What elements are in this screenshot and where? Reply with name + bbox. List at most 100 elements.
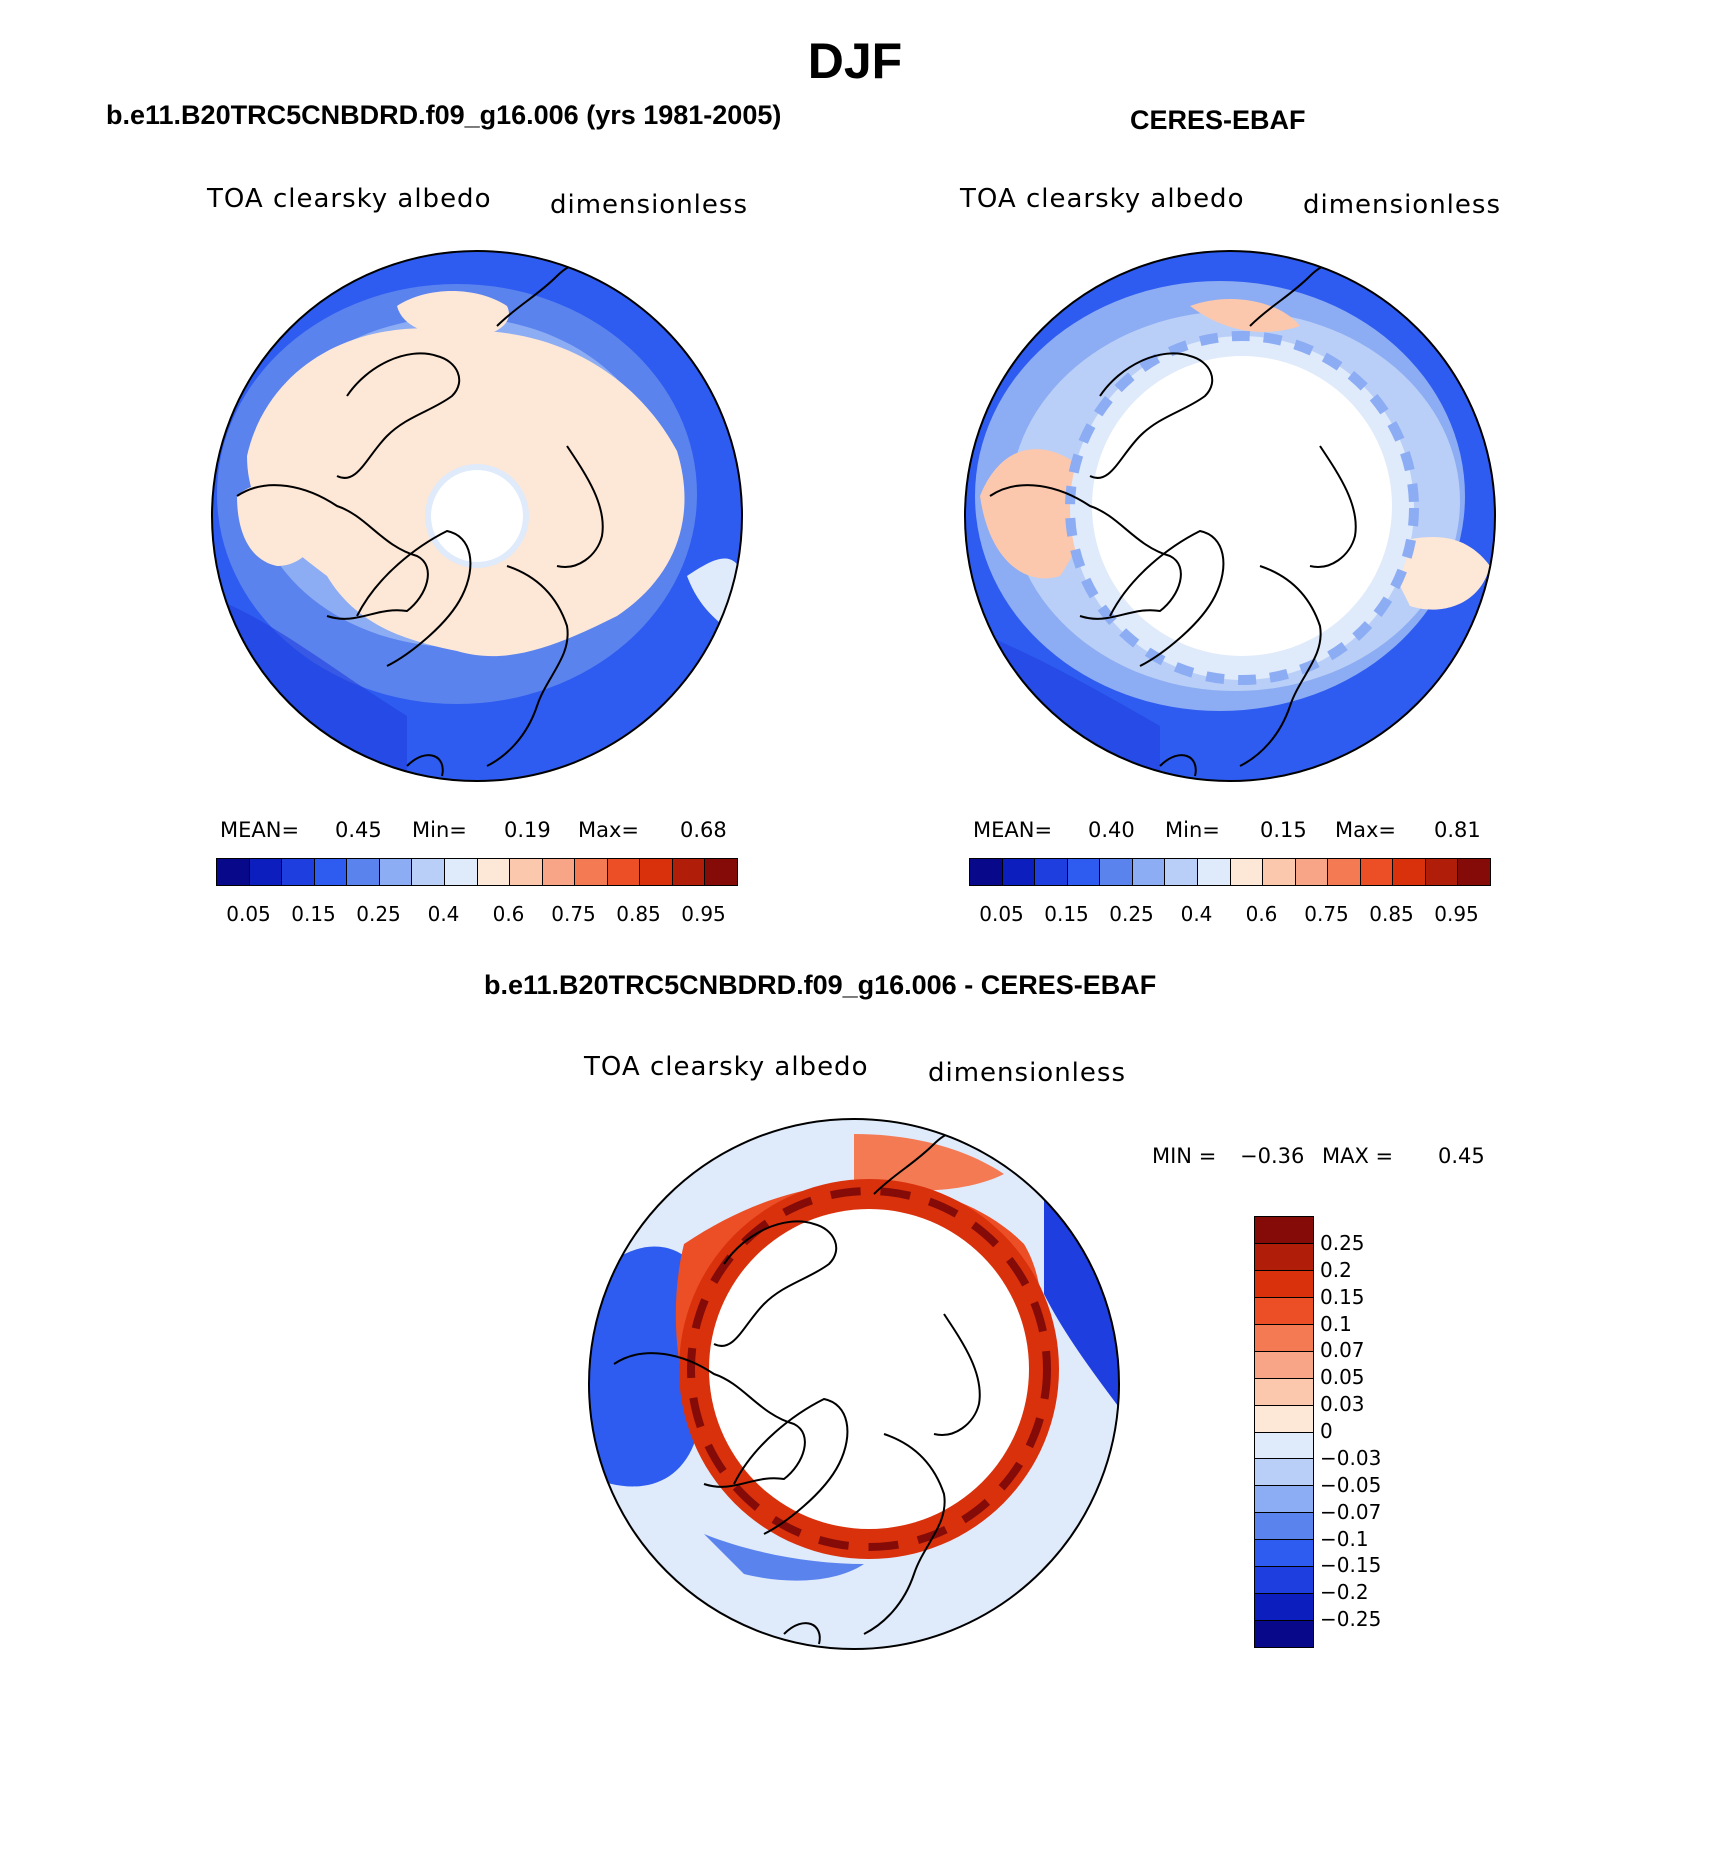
figure-title: DJF (807, 33, 903, 89)
model-variable-label: TOA clearsky albedo (207, 184, 492, 214)
diff-colorbar-tick-label: 0.03 (1320, 1392, 1365, 1417)
diff-colorbar-swatch (1255, 1594, 1313, 1622)
model-min-label: Min= (412, 818, 467, 842)
diff-variable-label: TOA clearsky albedo (584, 1052, 869, 1082)
diff-field-pacific-negative (589, 1246, 706, 1487)
model-colorbar-swatch (282, 859, 315, 885)
diff-panel-header: b.e11.B20TRC5CNBDRD.f09_g16.006 - CERES-… (484, 970, 1157, 1000)
obs-colorbar-swatch (1165, 859, 1198, 885)
model-mean-value: 0.45 (335, 818, 382, 842)
model-colorbar-tick-label: 0.4 (427, 902, 460, 926)
diff-colorbar-swatch (1255, 1459, 1313, 1487)
model-colorbar-tick-label: 0.75 (551, 902, 596, 926)
diff-colorbar-tick-label: −0.1 (1320, 1526, 1369, 1551)
diff-colorbar-swatch (1255, 1486, 1313, 1514)
obs-mean-value: 0.40 (1088, 818, 1135, 842)
diff-field-north-america-positive (854, 1134, 1004, 1191)
diff-colorbar-swatch (1255, 1243, 1313, 1271)
obs-colorbar-tick-label: 0.05 (979, 902, 1024, 926)
model-colorbar-tick-label: 0.05 (226, 902, 271, 926)
obs-colorbar-swatch (1035, 859, 1068, 885)
obs-colorbar-swatch (1100, 859, 1133, 885)
diff-polar-map (588, 1118, 1120, 1650)
diff-colorbar-tick-label: −0.15 (1320, 1553, 1382, 1578)
obs-colorbar-swatch (1393, 859, 1426, 885)
diff-colorbar-swatch (1255, 1405, 1313, 1433)
model-colorbar-tick-label: 0.6 (492, 902, 525, 926)
diff-colorbar-swatch (1255, 1567, 1313, 1595)
diff-colorbar-swatch (1255, 1432, 1313, 1460)
obs-colorbar-swatch (1067, 859, 1101, 885)
model-field-missing-pole (431, 470, 523, 562)
model-colorbar-swatch (705, 859, 737, 885)
model-colorbar (216, 858, 738, 886)
model-colorbar-swatch (444, 859, 478, 885)
diff-max-value: 0.45 (1438, 1144, 1485, 1168)
obs-variable-label: TOA clearsky albedo (960, 184, 1245, 214)
obs-field-ice-edge-dashes (1065, 331, 1419, 685)
diff-colorbar-swatch (1255, 1217, 1313, 1244)
diff-max-label: MAX = (1322, 1144, 1394, 1168)
diff-field-southern-negative (704, 1534, 864, 1581)
model-colorbar-swatch (640, 859, 673, 885)
diff-field-atlantic-negative (1044, 1194, 1119, 1414)
obs-max-value: 0.81 (1434, 818, 1481, 842)
diff-colorbar-swatch (1255, 1513, 1313, 1541)
obs-colorbar-swatch (1230, 859, 1264, 885)
diff-colorbar-swatch (1255, 1540, 1313, 1568)
model-colorbar-tick-label: 0.95 (681, 902, 726, 926)
model-field-east-siberia-snow (237, 483, 320, 566)
diff-min-value: −0.36 (1240, 1144, 1305, 1168)
model-colorbar-tick-label: 0.15 (291, 902, 336, 926)
model-colorbar-swatch (347, 859, 380, 885)
diff-units-label: dimensionless (928, 1058, 1126, 1088)
obs-colorbar-tick-label: 0.85 (1369, 902, 1414, 926)
model-max-label: Max= (578, 818, 640, 842)
diff-colorbar-tick-label: −0.07 (1320, 1499, 1382, 1524)
diff-colorbar (1254, 1216, 1314, 1648)
model-field-north-america-snow (397, 291, 509, 337)
diff-field-ice-edge-dashes (687, 1187, 1051, 1551)
diff-colorbar-tick-label: 0.1 (1320, 1311, 1352, 1336)
obs-colorbar-swatch (1295, 859, 1329, 885)
model-polar-map (211, 250, 743, 782)
obs-colorbar-tick-label: 0.75 (1304, 902, 1349, 926)
model-mean-label: MEAN= (220, 818, 300, 842)
model-colorbar-swatch (217, 859, 250, 885)
obs-colorbar (969, 858, 1491, 886)
obs-colorbar-tick-label: 0.15 (1044, 902, 1089, 926)
diff-colorbar-swatch (1255, 1351, 1313, 1379)
diff-colorbar-swatch (1255, 1324, 1313, 1352)
diff-colorbar-swatch (1255, 1378, 1313, 1406)
model-min-value: 0.19 (504, 818, 551, 842)
model-panel-header: b.e11.B20TRC5CNBDRD.f09_g16.006 (yrs 198… (106, 100, 782, 130)
model-colorbar-swatch (477, 859, 511, 885)
diff-colorbar-tick-label: −0.25 (1320, 1607, 1382, 1632)
diff-colorbar-tick-label: 0.05 (1320, 1365, 1365, 1390)
obs-polar-map (964, 250, 1496, 782)
diff-field-missing-polar-night (709, 1209, 1029, 1529)
obs-units-label: dimensionless (1303, 190, 1501, 220)
obs-field-missing-polar-night (1092, 356, 1392, 656)
model-units-label: dimensionless (550, 190, 748, 220)
diff-colorbar-tick-label: 0.2 (1320, 1257, 1352, 1282)
obs-coastlines (989, 263, 1357, 777)
model-colorbar-tick-label: 0.25 (356, 902, 401, 926)
obs-field-siberia-snow (980, 449, 1089, 579)
obs-max-label: Max= (1335, 818, 1397, 842)
obs-min-value: 0.15 (1260, 818, 1307, 842)
diff-map-border (588, 1118, 1120, 1650)
diff-colorbar-swatch (1255, 1297, 1313, 1325)
diff-colorbar-swatch (1255, 1270, 1313, 1298)
obs-colorbar-tick-label: 0.6 (1245, 902, 1278, 926)
diff-colorbar-tick-label: 0.07 (1320, 1338, 1365, 1363)
obs-colorbar-tick-label: 0.95 (1434, 902, 1479, 926)
diff-coastlines (613, 1131, 981, 1645)
diff-colorbar-swatch (1255, 1621, 1313, 1647)
obs-min-label: Min= (1165, 818, 1220, 842)
model-colorbar-swatch (314, 859, 348, 885)
obs-colorbar-swatch (1425, 859, 1459, 885)
model-colorbar-swatch (249, 859, 283, 885)
diff-colorbar-tick-label: −0.05 (1320, 1472, 1382, 1497)
obs-colorbar-tick-label: 0.4 (1180, 902, 1213, 926)
